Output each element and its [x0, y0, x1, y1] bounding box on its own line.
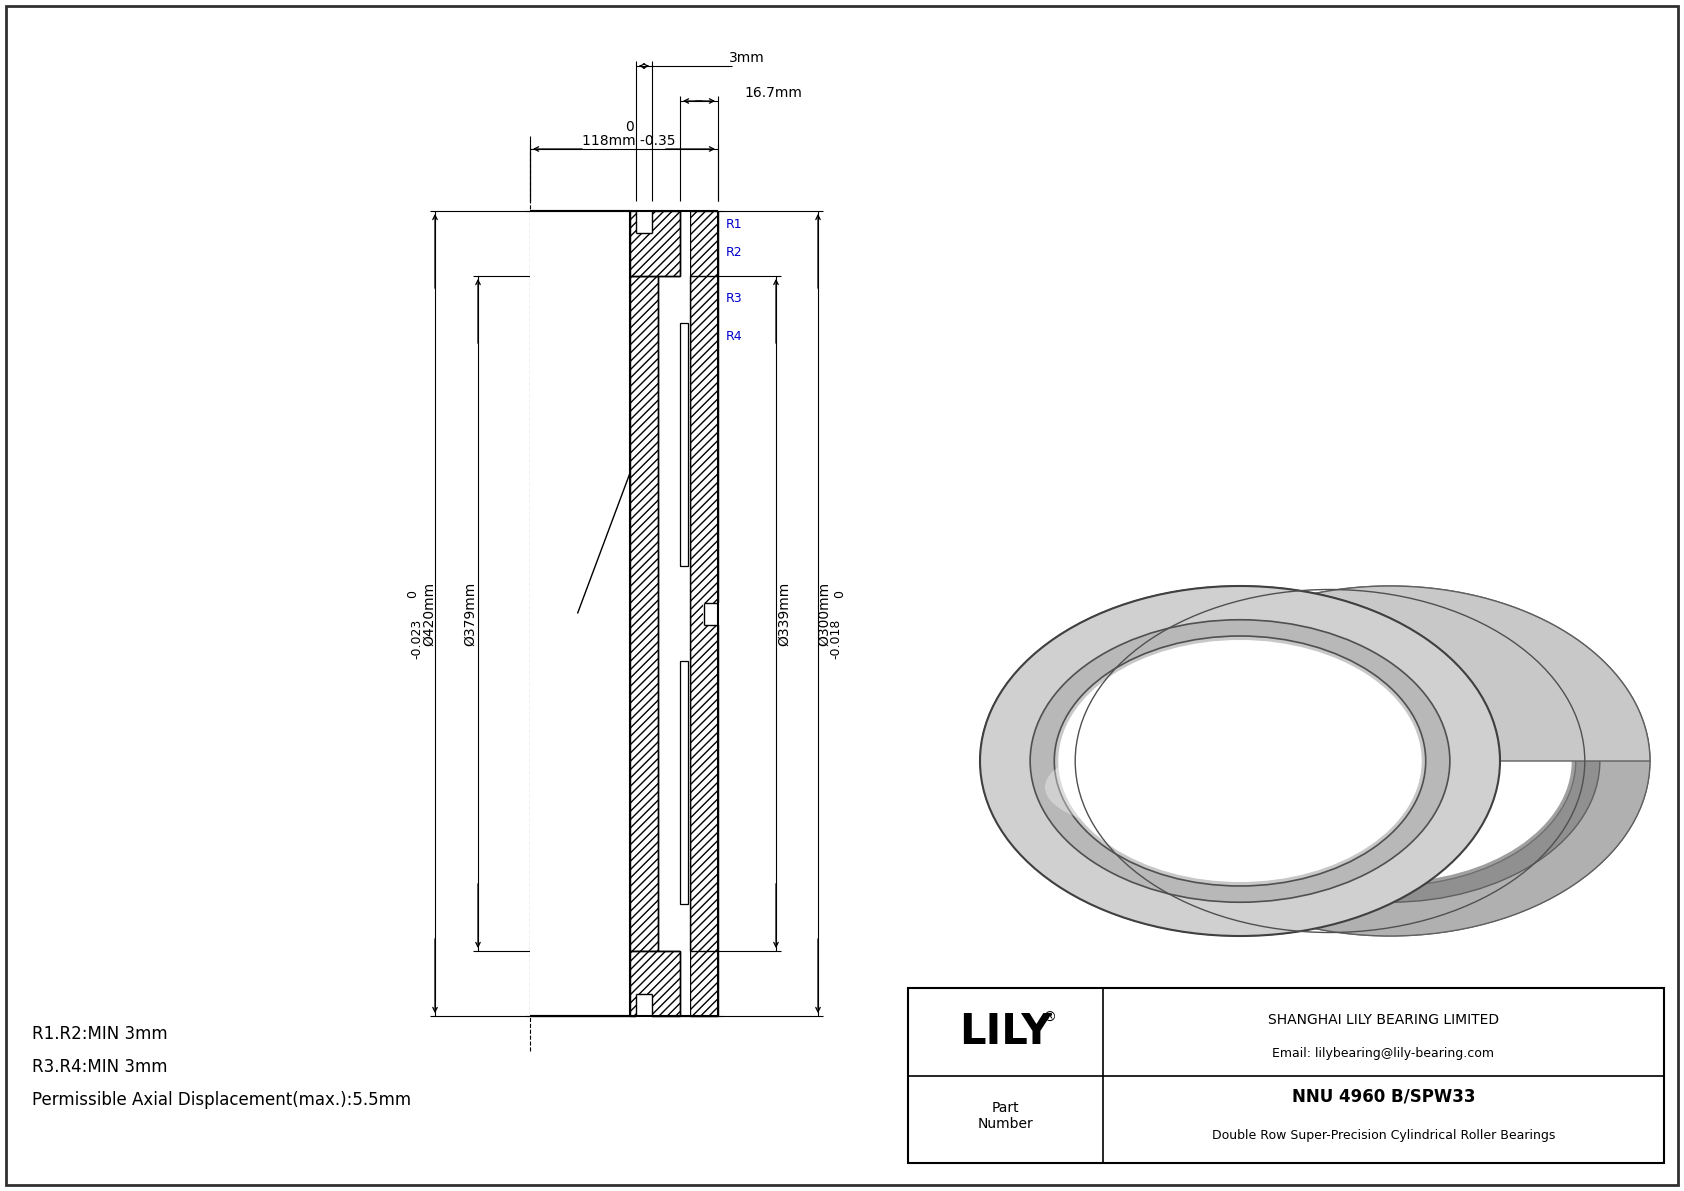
Text: Ø300mm: Ø300mm	[817, 581, 830, 646]
Ellipse shape	[1031, 619, 1450, 903]
Polygon shape	[1054, 761, 1576, 886]
Bar	[680, 323, 689, 566]
Text: R3.R4:MIN 3mm: R3.R4:MIN 3mm	[32, 1058, 167, 1075]
Text: 16.7mm: 16.7mm	[744, 86, 802, 100]
Ellipse shape	[1209, 640, 1571, 883]
Text: -0.018: -0.018	[830, 618, 842, 659]
Text: Ø339mm: Ø339mm	[776, 581, 791, 646]
Text: Part
Number: Part Number	[978, 1100, 1034, 1130]
Ellipse shape	[1046, 743, 1280, 831]
Text: NNU 4960 B/SPW33: NNU 4960 B/SPW33	[1292, 1087, 1475, 1105]
Text: R1: R1	[726, 218, 743, 231]
Text: Double Row Super-Precision Cylindrical Roller Bearings: Double Row Super-Precision Cylindrical R…	[1212, 1129, 1556, 1141]
Ellipse shape	[1130, 586, 1650, 936]
Bar	[630, 211, 680, 276]
Text: R2: R2	[726, 247, 743, 260]
Text: R4: R4	[726, 330, 743, 343]
Ellipse shape	[980, 586, 1500, 936]
Text: Permissible Axial Displacement(max.):5.5mm: Permissible Axial Displacement(max.):5.5…	[32, 1091, 411, 1109]
Polygon shape	[980, 586, 1650, 761]
Text: Ø379mm: Ø379mm	[463, 581, 477, 646]
Text: 0: 0	[625, 120, 633, 135]
Bar	[702, 603, 721, 624]
Bar	[680, 211, 690, 1016]
Bar	[637, 208, 652, 233]
Text: 0: 0	[834, 590, 847, 598]
Ellipse shape	[1180, 619, 1600, 903]
Text: 0: 0	[406, 590, 419, 598]
Text: SHANGHAI LILY BEARING LIMITED: SHANGHAI LILY BEARING LIMITED	[1268, 1014, 1499, 1028]
Text: Email: lilybearing@lily-bearing.com: Email: lilybearing@lily-bearing.com	[1273, 1047, 1494, 1060]
Text: LILY: LILY	[960, 1011, 1052, 1053]
Ellipse shape	[1204, 636, 1576, 886]
Bar	[908, 989, 1664, 1162]
Bar	[530, 211, 630, 1016]
Text: R3: R3	[726, 293, 743, 306]
Bar	[637, 994, 652, 1018]
Bar	[680, 661, 689, 904]
Text: R1.R2:MIN 3mm: R1.R2:MIN 3mm	[32, 1025, 168, 1043]
Text: ®: ®	[1042, 1011, 1056, 1024]
Bar	[680, 276, 690, 950]
Text: -0.023: -0.023	[411, 618, 423, 659]
Polygon shape	[980, 761, 1650, 936]
Bar	[630, 950, 680, 1016]
Bar	[630, 276, 658, 950]
Text: 118mm -0.35: 118mm -0.35	[583, 135, 675, 148]
Text: Ø420mm: Ø420mm	[423, 581, 436, 646]
Bar	[690, 211, 717, 1016]
Ellipse shape	[1058, 640, 1421, 883]
Ellipse shape	[1054, 636, 1426, 886]
Text: 3mm: 3mm	[729, 51, 765, 66]
